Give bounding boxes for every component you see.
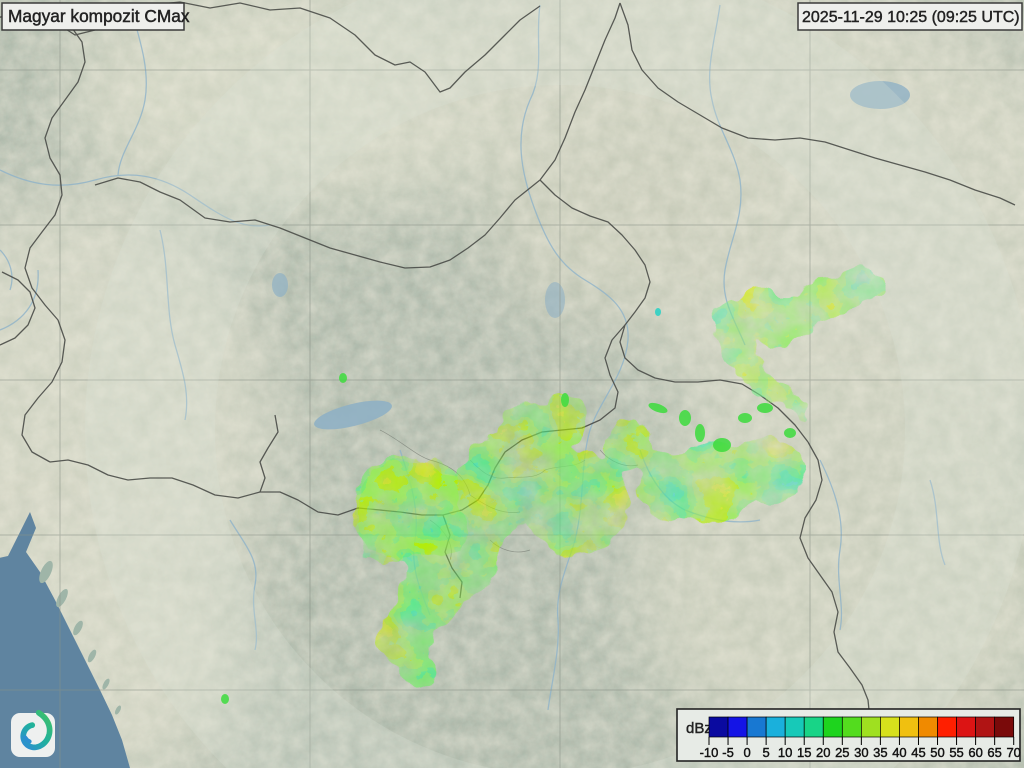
svg-text:2025-11-29 10:25 (09:25 UTC): 2025-11-29 10:25 (09:25 UTC) [802,9,1020,26]
svg-text:50: 50 [930,745,944,760]
svg-text:65: 65 [987,745,1001,760]
svg-text:10: 10 [778,745,792,760]
svg-text:15: 15 [797,745,811,760]
svg-text:35: 35 [873,745,887,760]
svg-text:45: 45 [911,745,925,760]
svg-text:40: 40 [892,745,906,760]
svg-text:60: 60 [968,745,982,760]
svg-text:20: 20 [816,745,830,760]
svg-text:dBz: dBz [686,720,712,737]
svg-text:55: 55 [949,745,963,760]
svg-text:0: 0 [743,745,750,760]
svg-text:25: 25 [835,745,849,760]
svg-text:-10: -10 [700,745,719,760]
svg-text:5: 5 [763,745,770,760]
svg-text:Magyar kompozit CMax: Magyar kompozit CMax [8,6,190,26]
svg-text:70: 70 [1006,745,1020,760]
svg-text:-5: -5 [722,745,734,760]
svg-text:30: 30 [854,745,868,760]
